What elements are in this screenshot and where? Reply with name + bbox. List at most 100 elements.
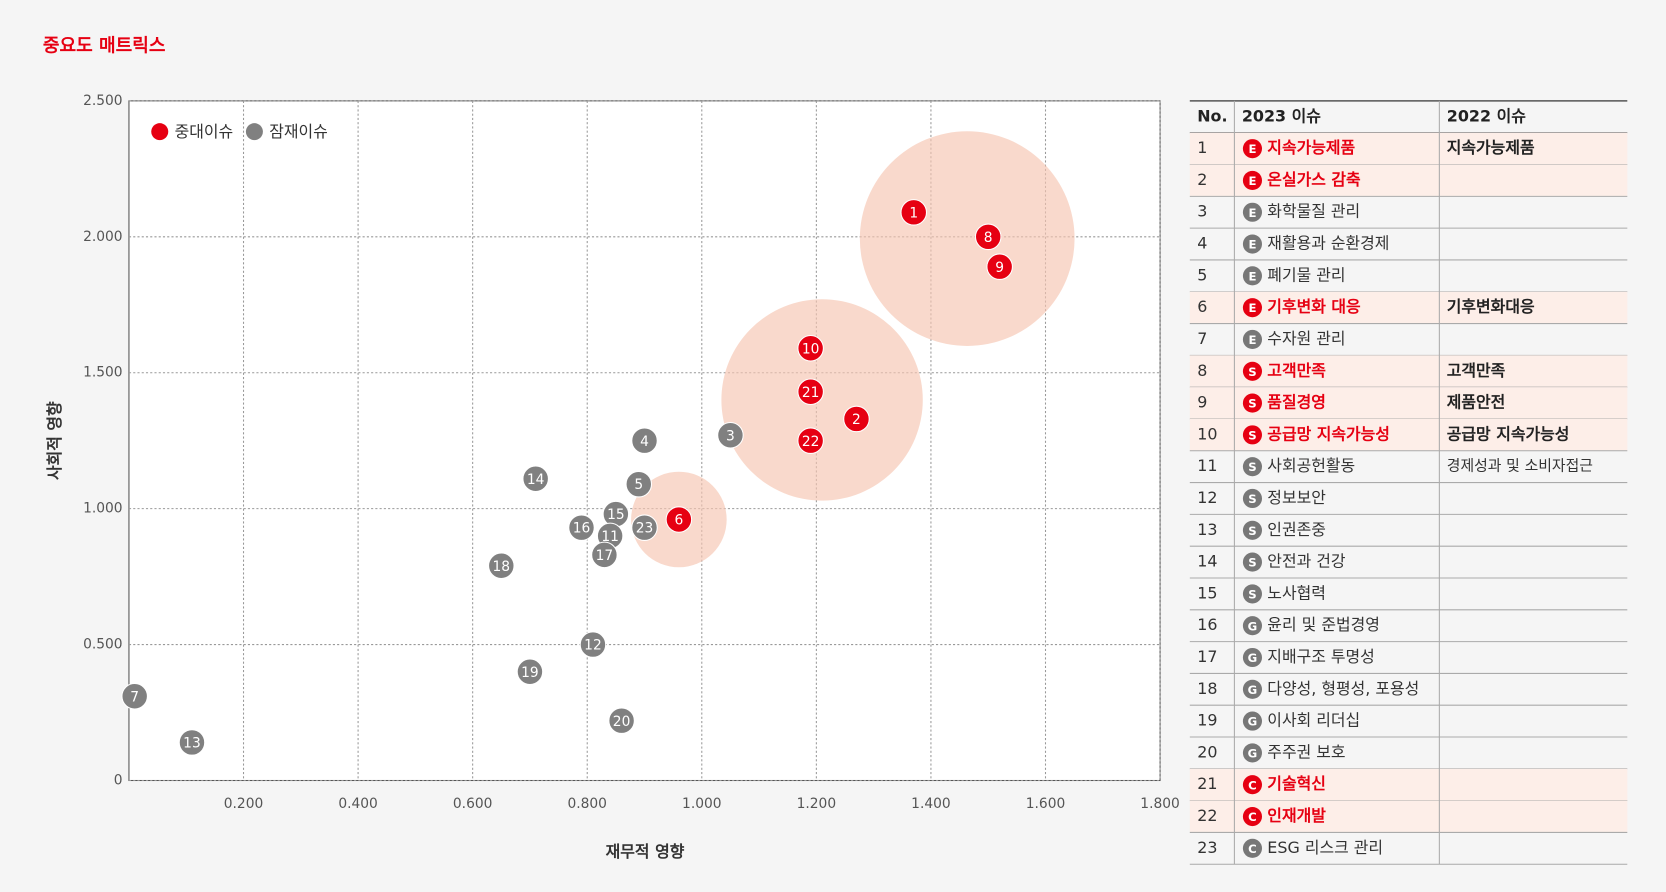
category-letter: E (1248, 142, 1256, 156)
issue-2023: 품질경영 (1267, 393, 1326, 412)
point-label: 17 (596, 548, 614, 564)
category-badge (1242, 361, 1263, 381)
point (516, 658, 544, 686)
row-highlight (1189, 418, 1628, 451)
issue-2022: 제품안전 (1447, 393, 1506, 412)
point-label: 2 (852, 412, 861, 428)
point-label: 18 (493, 559, 511, 575)
point (608, 707, 635, 734)
row-number: 2 (1197, 170, 1207, 189)
category-letter: G (1248, 683, 1258, 697)
point-label: 10 (802, 341, 820, 357)
row-number: 14 (1197, 552, 1217, 571)
row-number: 18 (1197, 679, 1217, 698)
issue-2023: 정보보안 (1267, 488, 1326, 507)
point (568, 514, 595, 541)
point (178, 729, 206, 756)
row-number: 3 (1197, 202, 1207, 221)
point (488, 552, 515, 580)
issue-2023: 고객만족 (1267, 361, 1326, 380)
row-number: 15 (1197, 583, 1217, 602)
category-letter: S (1248, 460, 1256, 474)
legend-label: 중대이슈 (175, 122, 234, 141)
issue-2023: 공급망 지속가능성 (1267, 424, 1390, 443)
issue-2022: 기후변화대응 (1447, 297, 1535, 316)
point (579, 631, 607, 658)
category-letter: G (1248, 715, 1258, 729)
row-number: 6 (1197, 297, 1207, 316)
row-highlight (1189, 132, 1628, 165)
issue-2023: 기술혁신 (1267, 774, 1326, 793)
point-label: 11 (601, 529, 619, 545)
issue-2023: 기후변화 대응 (1267, 297, 1361, 316)
category-badge (1242, 457, 1263, 477)
category-letter: E (1248, 206, 1256, 220)
category-badge (1242, 806, 1263, 827)
highlight-area (721, 299, 923, 501)
x-tick-label: 0.200 (224, 796, 264, 812)
row-number: 20 (1197, 742, 1217, 761)
y-tick-label: 0 (114, 773, 123, 789)
point-label: 6 (674, 513, 683, 529)
row-number: 23 (1197, 838, 1217, 857)
row-highlight (1189, 800, 1628, 833)
issue-2023: 인재개발 (1267, 806, 1326, 825)
issue-2023: 윤리 및 준법경영 (1267, 615, 1380, 634)
row-number: 7 (1197, 329, 1207, 348)
point-label: 16 (573, 521, 591, 537)
issue-2023: 지배구조 투명성 (1267, 647, 1374, 666)
table-header: 2023 이슈 (1242, 106, 1321, 125)
category-letter: C (1248, 810, 1257, 824)
category-badge (1242, 234, 1263, 254)
category-badge (1242, 679, 1263, 699)
issue-2023: 인권존중 (1267, 520, 1326, 539)
y-axis-label: 사회적 영향 (45, 401, 64, 480)
issue-2023: ESG 리스크 관리 (1267, 838, 1383, 857)
category-badge (1242, 298, 1263, 318)
row-number: 5 (1197, 265, 1207, 284)
point-label: 13 (183, 736, 201, 752)
category-letter: G (1248, 651, 1258, 665)
category-badge (1242, 647, 1263, 668)
point (797, 427, 824, 454)
row-number: 11 (1197, 456, 1217, 475)
category-badge (1242, 202, 1263, 222)
issue-2023: 이사회 리더십 (1267, 711, 1360, 730)
issue-2023: 수자원 관리 (1267, 329, 1345, 348)
category-letter: S (1248, 556, 1256, 570)
category-letter: E (1248, 301, 1256, 315)
table-header: 2022 이슈 (1447, 106, 1526, 125)
category-badge (1242, 425, 1263, 445)
row-number: 8 (1197, 361, 1207, 380)
category-letter: G (1248, 619, 1258, 633)
issue-2023: 화학물질 관리 (1267, 202, 1360, 221)
legend-label: 잠재이슈 (269, 122, 328, 141)
point (797, 334, 824, 362)
issue-2023: 사회공헌활동 (1267, 456, 1355, 475)
category-badge (1242, 584, 1263, 604)
issue-2022: 공급망 지속가능성 (1447, 424, 1570, 443)
issue-2023: 재활용과 순환경제 (1267, 234, 1389, 253)
point (591, 541, 618, 569)
point-label: 3 (726, 428, 735, 444)
point (900, 199, 928, 226)
legend-marker (245, 123, 263, 141)
point-label: 21 (802, 385, 820, 401)
category-badge (1242, 711, 1263, 731)
category-badge (1242, 838, 1263, 858)
category-letter: C (1248, 842, 1257, 856)
row-number: 10 (1197, 424, 1217, 443)
x-tick-label: 1.600 (1026, 796, 1066, 812)
x-tick-label: 0.400 (338, 796, 377, 812)
point-label: 9 (995, 260, 1004, 276)
issue-2023: 안전과 건강 (1267, 552, 1346, 571)
point (665, 506, 693, 533)
category-badge (1242, 552, 1263, 572)
point (717, 421, 744, 449)
y-tick-label: 2.500 (83, 93, 123, 109)
row-number: 12 (1197, 488, 1217, 507)
category-letter: E (1248, 269, 1256, 283)
row-number: 1 (1197, 138, 1207, 157)
point-label: 4 (640, 434, 649, 450)
